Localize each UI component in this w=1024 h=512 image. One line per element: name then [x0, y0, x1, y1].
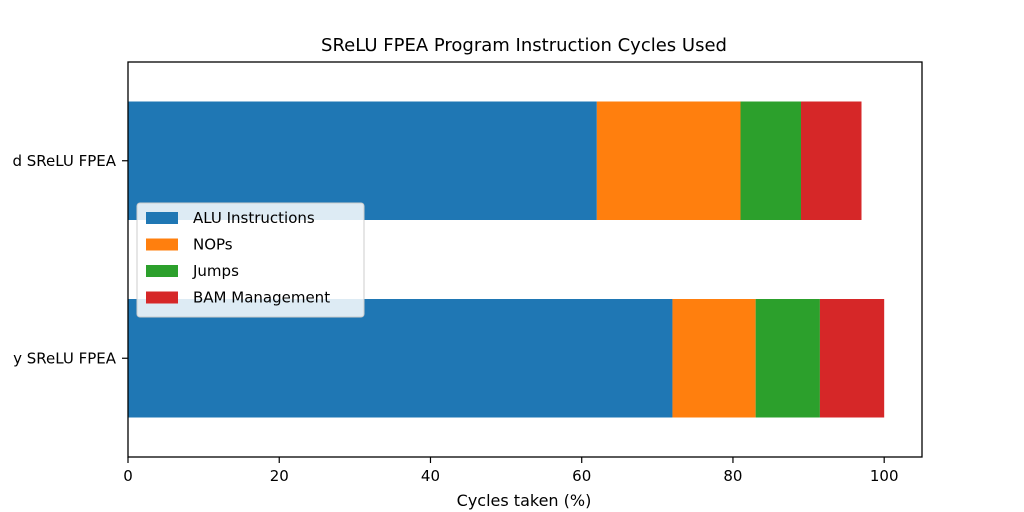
bar-segment-2-1 — [128, 299, 673, 418]
x-axis-label: Cycles taken (%) — [457, 491, 592, 510]
x-tick-label: 0 — [123, 467, 133, 485]
x-tick-label: 40 — [421, 467, 440, 485]
legend-swatch — [146, 238, 178, 251]
bar-segment-1-1 — [128, 101, 597, 220]
bar-segment-1-3 — [740, 101, 802, 220]
legend-swatch — [146, 212, 178, 224]
x-tick-label: 100 — [870, 467, 899, 485]
bar-segment-2-2 — [672, 299, 756, 418]
legend: ALU Instructions NOPs Jumps BAM Management — [136, 202, 365, 318]
legend-label: Jumps — [192, 262, 239, 280]
x-axis: 0 20 40 60 80 100 — [123, 457, 899, 485]
bars-group — [128, 101, 885, 418]
x-tick-label: 80 — [723, 467, 742, 485]
y-tick-label: d SReLU FPEA — [12, 152, 116, 170]
bar-segment-2-3 — [755, 299, 820, 418]
legend-box — [136, 202, 365, 318]
y-tick-label: y SReLU FPEA — [13, 349, 117, 367]
bar-segment-1-2 — [596, 101, 741, 220]
y-axis: d SReLU FPEA y SReLU FPEA — [12, 152, 128, 367]
x-tick-label: 20 — [270, 467, 289, 485]
bar-segment-1-4 — [801, 101, 862, 220]
legend-label: ALU Instructions — [193, 209, 315, 227]
chart-title: SReLU FPEA Program Instruction Cycles Us… — [321, 35, 727, 56]
legend-label: NOPs — [193, 236, 233, 254]
x-tick-label: 60 — [572, 467, 591, 485]
plot-frame — [127, 61, 923, 458]
bar-segment-2-4 — [819, 299, 885, 418]
legend-label: BAM Management — [193, 289, 330, 307]
legend-swatch — [146, 291, 178, 304]
legend-swatch — [146, 265, 178, 277]
